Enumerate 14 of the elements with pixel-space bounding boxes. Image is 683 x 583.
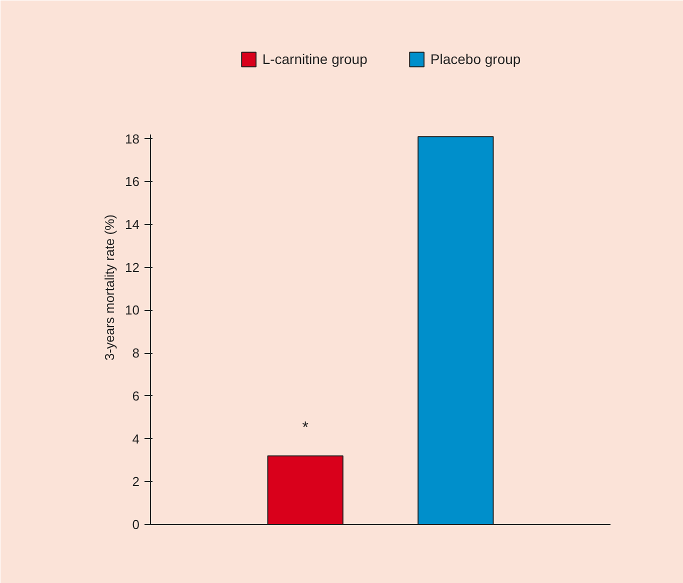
y-tick-label: 10	[125, 302, 140, 318]
y-tick-label: 6	[132, 388, 140, 404]
y-tick-label: 4	[132, 431, 140, 446]
y-tick-label: 14	[125, 217, 140, 232]
y-axis-title: 3-years mortality rate (%)	[102, 214, 118, 360]
y-tick-label: 12	[125, 260, 140, 275]
y-tick-label: 2	[132, 474, 140, 490]
legend-label: L-carnitine group	[262, 51, 368, 67]
y-tick-label: 8	[132, 346, 140, 361]
y-tick-label: 0	[132, 517, 140, 532]
legend-label: Placebo group	[430, 51, 521, 67]
annotation: *	[302, 419, 308, 436]
y-tick-label: 16	[125, 174, 140, 190]
y-tick-label: 18	[125, 131, 140, 146]
